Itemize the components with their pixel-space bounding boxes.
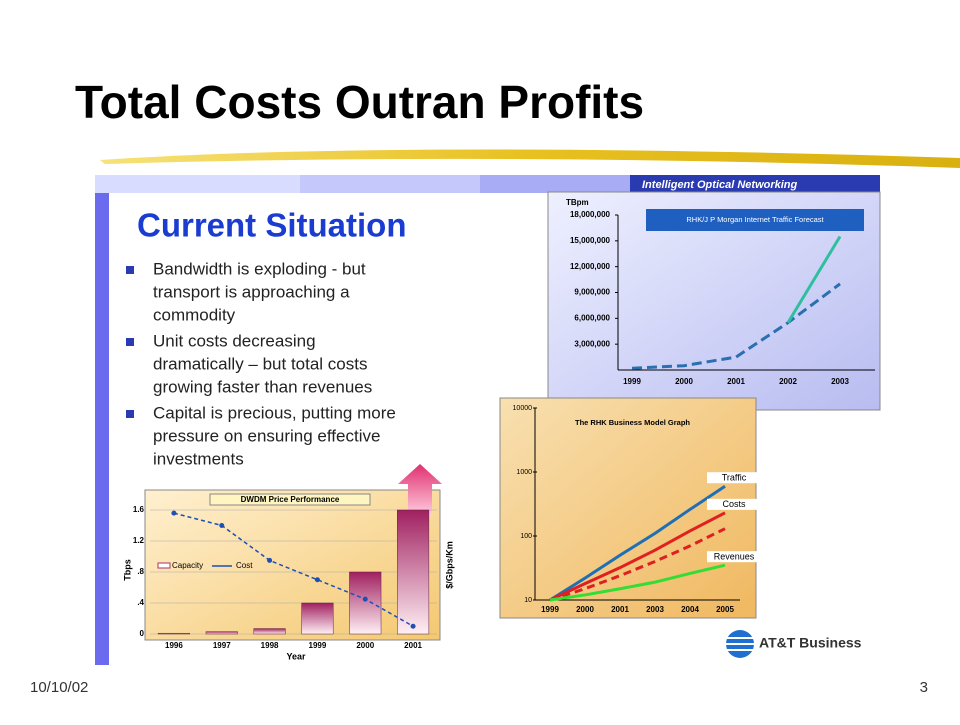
series-label: Revenues (714, 552, 755, 562)
embedded-slide: Intelligent Optical Networking Current S… (95, 175, 881, 665)
bar (253, 628, 286, 635)
x-tick-label: 1998 (261, 641, 279, 650)
series-line (631, 282, 841, 370)
bar (349, 571, 382, 635)
y-axis-label: Tbps (122, 559, 132, 581)
unit-label: TBpm (566, 198, 589, 207)
marker (410, 623, 416, 629)
y-tick-label: 1000 (516, 469, 532, 476)
title-underline (100, 149, 960, 168)
y-tick-label: .8 (137, 567, 144, 576)
legend-swatch (157, 562, 171, 569)
bullet-text: Unit costs decreasing (153, 331, 316, 350)
x-tick-label: 1996 (165, 641, 183, 650)
x-tick-label: 1999 (623, 377, 641, 386)
y-tick-label: 9,000,000 (574, 288, 610, 297)
legend-text: RHK/J P Morgan Internet Traffic Forecast (686, 215, 824, 224)
logo: AT&T Business (726, 630, 862, 658)
series-line (786, 235, 842, 324)
y-tick-label: 1.6 (133, 505, 145, 514)
y2-axis-label: $/Gbps/Km (444, 541, 454, 589)
side-strip (95, 175, 109, 665)
bullet-text: investments (153, 449, 244, 468)
series-line (549, 511, 726, 602)
x-axis-label: Year (286, 651, 306, 661)
y-tick-label: 10 (524, 597, 532, 604)
bullet-marker (126, 338, 134, 346)
legend-box (646, 209, 864, 231)
marker (314, 577, 320, 583)
series-label-bg (707, 472, 761, 484)
bar (397, 509, 430, 635)
bullet-text: commodity (153, 305, 236, 324)
x-tick-label: 1999 (309, 641, 327, 650)
y-tick-label: .4 (137, 598, 144, 607)
x-tick-label: 2004 (681, 605, 699, 614)
bullet-text: dramatically – but total costs (153, 354, 367, 373)
bullet-marker (126, 266, 134, 274)
banner-block (630, 175, 880, 193)
y-tick-label: 10000 (513, 405, 533, 412)
bullet-text: transport is approaching a (153, 282, 350, 301)
banner-block (300, 175, 480, 193)
y-tick-label: 12,000,000 (570, 262, 611, 271)
y-tick-label: 15,000,000 (570, 236, 611, 245)
marker (267, 557, 273, 563)
y-tick-label: 3,000,000 (574, 339, 610, 348)
series-line (173, 512, 414, 627)
legend-label: Capacity (172, 561, 203, 570)
x-tick-label: 2001 (611, 605, 629, 614)
chart-title: The RHK Business Model Graph (575, 418, 690, 427)
marker (219, 523, 225, 528)
heading: Current Situation (137, 207, 407, 244)
x-tick-label: 2000 (576, 605, 594, 614)
banner-block (95, 175, 300, 193)
x-tick-label: 1997 (213, 641, 231, 650)
banner-text: Intelligent Optical Networking (642, 179, 798, 191)
series-label: Costs (722, 499, 746, 509)
bar (157, 632, 190, 635)
bullet-text: Capital is precious, putting more (153, 403, 396, 422)
series-label: Traffic (722, 473, 747, 483)
bar (205, 631, 238, 635)
y-tick-label: 100 (520, 533, 532, 540)
footer-date: 10/10/02 (30, 679, 88, 696)
x-tick-label: 2001 (404, 641, 422, 650)
x-tick-label: 1999 (541, 605, 559, 614)
banner-block (480, 175, 630, 193)
chart-title: DWDM Price Performance (241, 495, 340, 504)
marker (362, 596, 368, 602)
marker (171, 510, 177, 516)
series-label-bg (707, 551, 761, 563)
page-number: 3 (920, 679, 928, 696)
x-tick-label: 2003 (646, 605, 664, 614)
growth-arrow (398, 464, 442, 516)
series-line (549, 527, 726, 602)
bullet-text: pressure on ensuring effective (153, 426, 380, 445)
series-label-bg (707, 498, 761, 510)
bullet-text: growing faster than revenues (153, 377, 372, 396)
bullet-marker (126, 410, 134, 418)
dwdm-chart-bg (144, 489, 441, 641)
title-box (209, 493, 371, 506)
x-tick-label: 2005 (716, 605, 734, 614)
x-tick-label: 2001 (727, 377, 745, 386)
y-tick-label: 1.2 (133, 536, 145, 545)
legend-label: Cost (236, 561, 253, 570)
y-tick-label: 18,000,000 (570, 210, 611, 219)
logo-text: AT&T Business (759, 635, 862, 651)
series-line (549, 563, 726, 602)
bar (301, 602, 334, 635)
slide-title: Total Costs Outran Profits (75, 76, 644, 128)
y-tick-label: 6,000,000 (574, 313, 610, 322)
x-tick-label: 2000 (675, 377, 693, 386)
series-line (549, 484, 726, 602)
x-tick-label: 2000 (356, 641, 374, 650)
y-tick-label: 0 (140, 629, 145, 638)
x-tick-label: 2003 (831, 377, 849, 386)
bullet-text: Bandwidth is exploding - but (153, 259, 366, 278)
x-tick-label: 2002 (779, 377, 797, 386)
